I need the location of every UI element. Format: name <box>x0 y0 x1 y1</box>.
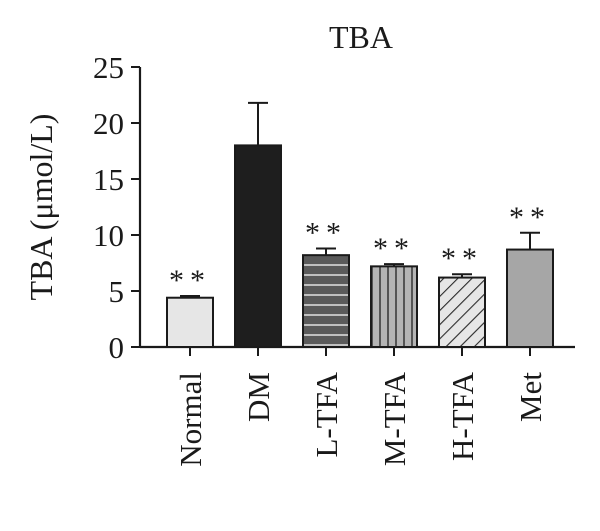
x-tick-label: M-TFA <box>377 371 412 466</box>
y-tick-label: 20 <box>93 106 124 141</box>
y-axis-label: TBA (μmol/L) <box>23 114 59 301</box>
significance-marker: ** <box>509 201 551 234</box>
bar-m-tfa <box>370 265 418 348</box>
x-tick-label: DM <box>241 372 276 422</box>
bar-met <box>506 248 554 348</box>
x-tick-label: L-TFA <box>309 371 344 457</box>
chart-title: TBA <box>329 19 393 55</box>
y-tick-label: 15 <box>93 162 124 197</box>
x-tick-label: H-TFA <box>445 371 480 461</box>
bar-h-tfa <box>438 276 486 348</box>
x-tick-label: Normal <box>173 372 208 467</box>
significance-marker: ** <box>305 216 347 249</box>
category-labels: Normal DM L-TFA M-TFA H-TFA Met <box>173 371 548 466</box>
significance-marker: ** <box>373 232 415 265</box>
x-tick-label: Met <box>513 372 548 422</box>
bar-dm <box>234 144 282 348</box>
bars: ** ** ** ** ** <box>166 101 554 348</box>
bar-l-tfa <box>302 254 350 348</box>
significance-marker: ** <box>169 264 211 297</box>
significance-marker: ** <box>441 242 483 275</box>
y-tick-label: 0 <box>109 330 125 365</box>
bar-normal <box>166 296 214 348</box>
y-tick-label: 25 <box>93 50 124 85</box>
y-tick-label: 10 <box>93 218 124 253</box>
y-tick-label: 5 <box>109 274 125 309</box>
